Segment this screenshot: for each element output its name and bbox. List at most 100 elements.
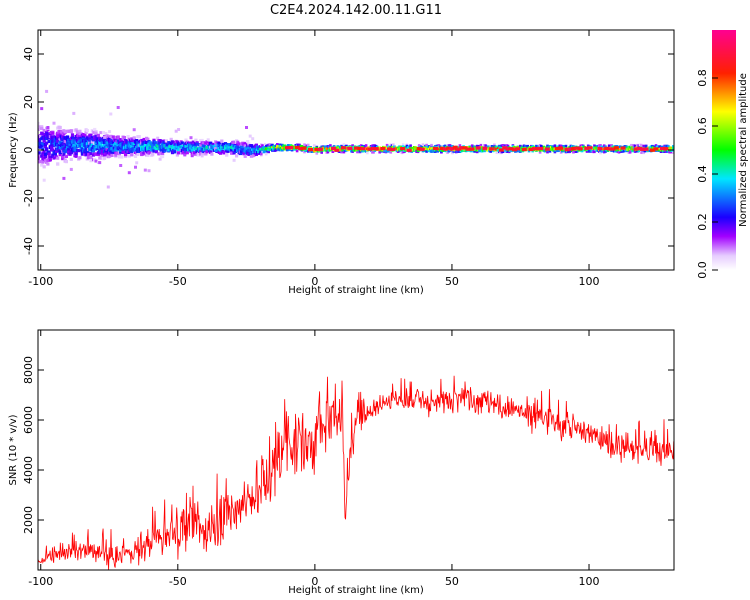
spectrogram-cell <box>87 152 91 156</box>
x-tick-label: -50 <box>169 575 187 588</box>
spectrogram-cell <box>183 153 187 157</box>
spectrogram-cell <box>161 152 165 156</box>
spectrogram-cell <box>535 144 538 148</box>
spectrogram-cell <box>329 148 332 152</box>
spectrogram-cell <box>124 152 128 156</box>
colorbar-gradient <box>712 30 736 270</box>
spectrogram-cell <box>651 144 654 148</box>
spectrogram-cell <box>669 150 673 154</box>
spectrogram-cell <box>105 152 109 156</box>
spectrogram-cell <box>154 150 158 154</box>
spectrogram-peak <box>515 147 521 151</box>
spectrogram-cell <box>62 152 66 156</box>
spectrogram-cell <box>109 112 113 116</box>
spectrogram-cell <box>56 133 60 138</box>
y-tick-label: -20 <box>22 189 35 207</box>
spectrogram-cell <box>243 144 247 148</box>
colorbar-tick-label: 0.8 <box>696 69 709 87</box>
spectrogram-cell <box>267 150 270 154</box>
spectrogram-cell <box>607 145 611 148</box>
spectrogram-peak <box>380 147 386 151</box>
spectrogram-cell <box>46 126 50 129</box>
spectrogram-cell <box>157 140 161 144</box>
spectrogram-peak <box>442 147 448 151</box>
spectrogram-cell <box>119 149 123 153</box>
spectrogram-cell <box>50 144 54 148</box>
colorbar-ticks: 0.0 0.2 0.4 0.6 0.8 <box>696 69 718 279</box>
spectrogram-cell <box>63 130 67 134</box>
spectrogram-cell <box>145 140 149 144</box>
spectrogram-cell <box>56 139 60 143</box>
spectrogram-cell <box>83 133 87 137</box>
spectrogram-cell <box>254 143 258 147</box>
spectrogram-cell <box>223 142 228 146</box>
spectrogram-cell <box>78 134 82 138</box>
spectrogram-cell <box>553 144 557 147</box>
colorbar: 0.0 0.2 0.4 0.6 0.8 Normalized spectral ampl… <box>696 30 749 279</box>
y-tick-label: 4000 <box>22 456 35 484</box>
spectrogram-cell <box>158 151 162 155</box>
spectrogram-cell <box>421 143 425 146</box>
spectrogram-cell <box>272 145 275 148</box>
spectrogram-cell <box>295 149 299 153</box>
spectrogram-cell <box>514 150 517 153</box>
spectrogram-cell <box>70 133 75 137</box>
spectrogram-cell <box>401 143 405 146</box>
spectrogram-cell <box>211 142 215 146</box>
spectrogram-cell <box>103 156 107 160</box>
spectrogram-cell <box>99 131 103 135</box>
spectrogram-cell <box>42 128 46 133</box>
spectrogram-cell <box>120 138 124 142</box>
spectrogram-cell <box>345 144 348 148</box>
spectrogram-cell <box>122 136 126 140</box>
spectrogram-cell <box>136 153 140 156</box>
x-tick-label: 0 <box>311 575 318 588</box>
spectrogram-cell <box>496 147 500 150</box>
spectrogram-peak <box>584 146 590 150</box>
spectrogram-cell <box>114 153 118 157</box>
spectrogram-cell <box>425 150 428 153</box>
spectrogram-cell <box>274 148 278 152</box>
spectrogram-cell <box>93 127 97 132</box>
spectrogram-cell <box>62 176 66 180</box>
spectrogram-cell <box>327 145 331 149</box>
spectrogram-cell <box>221 142 225 146</box>
spectrogram-cell <box>287 144 290 147</box>
spectrogram-cell <box>572 149 575 152</box>
spectrogram-cell <box>84 139 88 143</box>
spectrogram-cell <box>405 144 409 148</box>
spectrogram-cell <box>156 144 160 148</box>
spectrogram-peak <box>452 145 458 149</box>
spectrogram-cell <box>80 152 84 156</box>
spectrogram-cell <box>126 135 130 139</box>
spectrogram-cell <box>128 139 133 143</box>
spectrogram-cell <box>64 154 68 158</box>
spectrogram-cell <box>61 157 65 161</box>
spectrogram-cell <box>62 141 66 145</box>
spectrogram-cell <box>232 158 236 162</box>
spectrogram-cell <box>95 146 99 150</box>
spectrogram-cell <box>103 144 107 148</box>
spectrogram-cell <box>135 161 139 165</box>
spectrogram-cell <box>209 141 213 145</box>
spectrogram-peak <box>482 146 488 150</box>
figure-title: C2E4.2024.142.00.11.G11 <box>270 3 442 18</box>
spectrogram-peak <box>643 147 649 151</box>
spectrogram-cell <box>170 140 175 144</box>
spectrogram-peak <box>475 146 481 150</box>
spectrogram-cell <box>51 131 55 135</box>
spectrogram-cell <box>114 141 118 145</box>
spectrogram-cell <box>163 149 167 153</box>
spectrogram-cell <box>364 147 368 150</box>
spectrogram-cell <box>385 143 389 147</box>
y-tick-label: -40 <box>22 237 35 255</box>
spectrogram-peak <box>502 146 508 150</box>
snr-frame <box>37 329 675 571</box>
spectrogram-cell <box>559 144 563 148</box>
spectrogram-cell <box>194 138 198 142</box>
spectrogram-cell <box>489 150 492 153</box>
spectrogram-cell <box>220 139 224 143</box>
spectrogram-cell <box>326 150 330 154</box>
spectrogram-cell <box>630 143 633 147</box>
spectrogram-cell <box>42 139 46 143</box>
